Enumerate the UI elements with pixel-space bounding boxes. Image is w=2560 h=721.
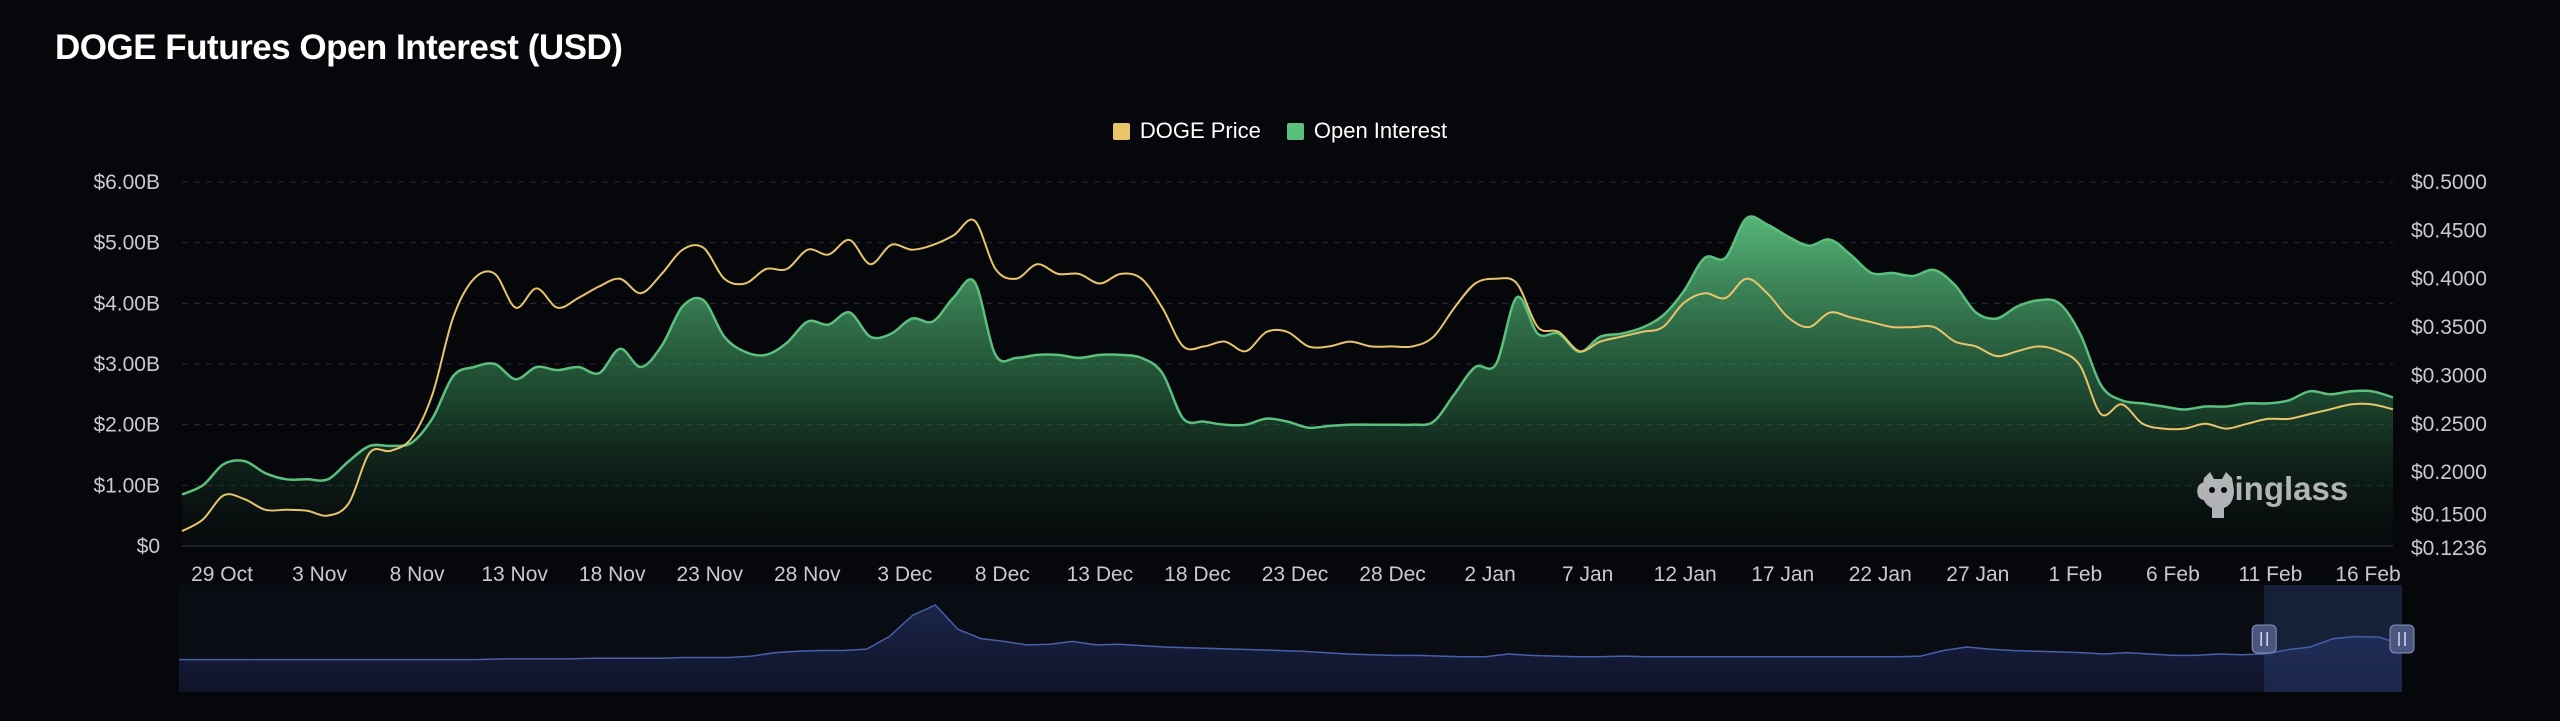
x-tick-label: 27 Jan	[1946, 563, 2009, 586]
x-tick-label: 1 Feb	[2049, 563, 2103, 586]
y-right-tick-label: $0.2500	[2411, 413, 2487, 436]
x-tick-label: 13 Dec	[1067, 563, 1134, 586]
x-tick-label: 16 Feb	[2335, 563, 2400, 586]
y-right-tick-label: $0.1500	[2411, 503, 2487, 526]
chart-title: DOGE Futures Open Interest (USD)	[55, 28, 623, 67]
y-right-tick-label: $0.5000	[2411, 171, 2487, 194]
x-tick-label: 18 Nov	[579, 563, 646, 586]
y-left-tick-label: $2.00B	[93, 414, 160, 437]
x-tick-label: 23 Nov	[676, 563, 743, 586]
x-tick-label: 3 Dec	[877, 563, 932, 586]
x-tick-label: 29 Oct	[191, 563, 253, 586]
x-axis: 29 Oct 3 Nov 8 Nov 13 Nov 18 Nov 23 Nov 28 Nov…	[191, 563, 2401, 586]
legend-label-open-interest: Open Interest	[1313, 118, 1448, 143]
x-tick-label: 23 Dec	[1262, 563, 1329, 586]
navigator-handle-icon	[2389, 624, 2415, 654]
legend-label-price: DOGE Price	[1139, 118, 1261, 143]
y-axis-left: $0 $1.00B $2.00B $3.00B $4.00B $5.00B $6.00B	[93, 171, 160, 558]
x-tick-label: 18 Dec	[1164, 563, 1231, 586]
y-left-tick-label: $6.00B	[93, 171, 160, 194]
x-tick-label: 8 Dec	[975, 563, 1030, 586]
x-tick-label: 17 Jan	[1751, 563, 1814, 586]
legend-swatch-open-interest	[1286, 122, 1304, 140]
y-left-tick-label: $4.00B	[93, 292, 160, 315]
x-tick-label: 11 Feb	[2239, 563, 2303, 586]
open-interest-area	[182, 216, 2393, 547]
coinglass-logo-icon	[2202, 472, 2234, 518]
navigator-line	[179, 604, 2403, 661]
y-right-tick-label: $0.4500	[2411, 219, 2487, 242]
legend-item-open-interest[interactable]: Open Interest	[1286, 118, 1448, 144]
x-tick-label: 28 Dec	[1359, 563, 1426, 586]
y-right-tick-label: $0.4000	[2411, 268, 2487, 291]
x-tick-label: 8 Nov	[390, 563, 445, 586]
navigator[interactable]	[179, 585, 2415, 692]
x-tick-label: 7 Jan	[1562, 563, 1613, 586]
watermark: coinglass	[2196, 470, 2348, 518]
x-tick-label: 28 Nov	[774, 563, 841, 586]
open-interest-line	[181, 215, 2394, 496]
doge-price-line	[181, 218, 2394, 532]
y-right-tick-label: $0.1236	[2411, 537, 2487, 560]
y-axis-right: $0.1236 $0.1500 $0.2000 $0.2500 $0.3000 $0.35…	[2411, 171, 2487, 560]
navigator-handle-icon	[2251, 624, 2277, 654]
y-right-tick-label: $0.3500	[2411, 316, 2487, 339]
navigator-handle-left[interactable]	[2251, 624, 2277, 654]
y-left-tick-label: $1.00B	[93, 474, 160, 497]
y-left-tick-label: $3.00B	[93, 353, 160, 376]
x-tick-label: 3 Nov	[292, 563, 347, 586]
x-tick-label: 12 Jan	[1654, 563, 1717, 586]
legend-item-price[interactable]: DOGE Price	[1112, 118, 1261, 144]
y-right-tick-label: $0.2000	[2411, 461, 2487, 484]
x-tick-label: 22 Jan	[1849, 563, 1912, 586]
y-left-tick-label: $0	[137, 535, 160, 558]
x-tick-label: 6 Feb	[2146, 563, 2200, 586]
series-layer	[181, 215, 2394, 547]
x-tick-label: 13 Nov	[481, 563, 548, 586]
legend: DOGE Price Open Interest	[0, 118, 2560, 144]
y-left-tick-label: $5.00B	[93, 232, 160, 255]
x-tick-label: 2 Jan	[1464, 563, 1515, 586]
legend-swatch-price	[1112, 122, 1130, 140]
navigator-area	[179, 605, 2402, 692]
navigator-handle-right[interactable]	[2389, 624, 2415, 654]
y-right-tick-label: $0.3000	[2411, 364, 2487, 387]
navigator-selection	[2264, 585, 2402, 692]
